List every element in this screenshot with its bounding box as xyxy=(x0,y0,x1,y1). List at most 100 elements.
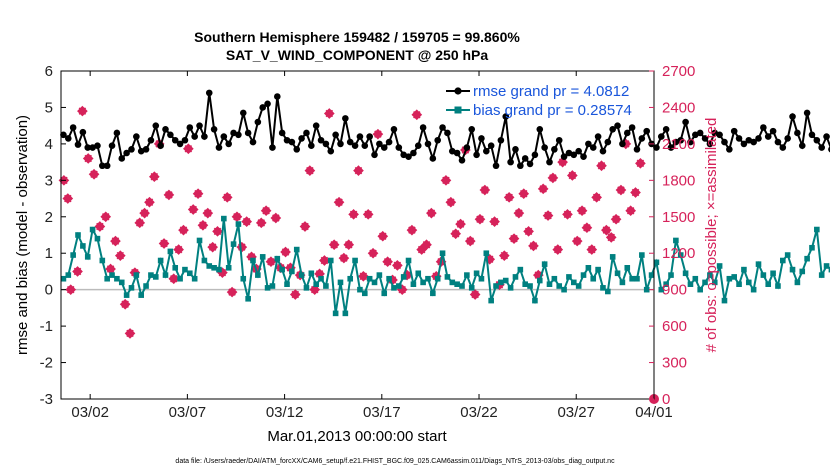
rmse-point xyxy=(779,144,787,151)
bias-point xyxy=(750,286,757,293)
obs-assimilated-marker xyxy=(348,209,359,220)
bias-point xyxy=(327,257,334,264)
obs-assimilated-marker xyxy=(343,239,355,251)
obs-assimilated-marker xyxy=(562,209,573,220)
plot-border xyxy=(60,70,655,400)
bias-point xyxy=(498,279,504,286)
x-tick-label: 03/07 xyxy=(169,404,207,421)
rmse-point xyxy=(176,140,184,148)
rmse-point xyxy=(133,133,140,140)
rmse-point xyxy=(235,131,242,139)
bias-point xyxy=(405,257,412,264)
y-tick-label: 2 xyxy=(45,209,53,226)
rmse-point xyxy=(191,133,198,140)
rmse-point xyxy=(769,127,777,135)
rmse-point xyxy=(735,135,743,142)
y-tick-label: -1 xyxy=(40,318,53,335)
rmse-point xyxy=(521,155,529,162)
legend-rmse-label: rmse grand pr = 4.0812 xyxy=(473,83,629,100)
rmse-point xyxy=(497,136,505,144)
chart-subtitle: SAT_V_WIND_COMPONENT @ 250 hPa xyxy=(226,47,489,63)
bias-point xyxy=(177,275,183,282)
bias-point xyxy=(332,310,339,317)
y-tick-label: 3 xyxy=(45,172,53,189)
bias-point xyxy=(259,254,266,260)
rmse-point xyxy=(657,133,665,140)
bias-point xyxy=(323,283,329,289)
obs-assimilated-marker xyxy=(411,109,423,121)
rmse-point xyxy=(288,138,296,146)
bias-point xyxy=(269,283,276,289)
rmse-point xyxy=(677,136,685,144)
rmse-point xyxy=(123,149,130,157)
obs-assimilated-marker xyxy=(77,105,88,117)
bias-point xyxy=(570,279,577,286)
bias-point xyxy=(318,275,324,282)
bias-point xyxy=(128,285,135,291)
rmse-point xyxy=(147,136,155,144)
rmse-point xyxy=(473,151,480,159)
rmse-point xyxy=(730,127,738,135)
bias-point xyxy=(148,272,154,278)
bias-point xyxy=(109,272,115,278)
rmse-point xyxy=(614,122,621,129)
rmse-point xyxy=(570,151,578,159)
rmse-point xyxy=(551,146,558,153)
bias-point xyxy=(425,275,431,282)
bias-point xyxy=(293,246,300,253)
rmse-point xyxy=(181,136,189,144)
y-right-tick-label: 2400 xyxy=(662,99,695,116)
rmse-point xyxy=(716,131,723,139)
rmse-point xyxy=(317,136,325,144)
y-right-tick-label: 1500 xyxy=(662,209,695,226)
bias-point xyxy=(211,265,217,271)
obs-assimilated-marker xyxy=(202,207,214,219)
rmse-point xyxy=(152,122,160,129)
obs-assimilated-marker xyxy=(469,289,481,300)
bias-point xyxy=(352,257,358,264)
rmse-point xyxy=(225,140,232,148)
y-axis-label: rmse and bias (model - observation) xyxy=(14,115,31,355)
bias-point xyxy=(80,243,86,249)
bias-point xyxy=(182,266,188,273)
rmse-point xyxy=(371,151,378,159)
bias-point xyxy=(303,285,310,291)
bias-point xyxy=(770,270,776,277)
bias-point xyxy=(784,252,791,258)
rmse-point xyxy=(492,162,500,170)
bias-point xyxy=(590,275,597,282)
bias-point xyxy=(430,290,436,297)
bias-point xyxy=(707,272,713,278)
obs-assimilated-marker xyxy=(226,286,238,298)
obs-assimilated-marker xyxy=(231,211,243,223)
legend-bias-label: bias grand pr = 0.28574 xyxy=(473,102,632,119)
obs-assimilated-marker xyxy=(528,240,539,252)
bias-point xyxy=(143,283,149,289)
y-tick-label: -2 xyxy=(40,355,53,372)
obs-assimilated-marker xyxy=(265,256,277,268)
obs-assimilated-marker xyxy=(601,224,612,236)
bias-point xyxy=(221,215,227,222)
y-right-tick-label: 900 xyxy=(662,282,687,299)
bias-point xyxy=(566,274,572,280)
bias-point xyxy=(512,274,519,280)
bias-point xyxy=(89,226,96,233)
obs-assimilated-marker xyxy=(513,207,525,219)
rmse-point xyxy=(546,158,553,166)
obs-assimilated-marker xyxy=(464,235,476,247)
rmse-point xyxy=(589,144,597,151)
rmse-point xyxy=(366,133,373,140)
bias-point xyxy=(809,244,815,251)
rmse-point xyxy=(468,126,476,133)
bias-point xyxy=(643,286,650,293)
bias-point xyxy=(415,270,422,277)
rmse-point xyxy=(667,144,675,151)
bias-point xyxy=(741,266,747,273)
obs-assimilated-marker xyxy=(358,270,369,282)
obs-assimilated-marker xyxy=(241,216,253,227)
rmse-point xyxy=(249,138,257,146)
rmse-point xyxy=(346,138,354,146)
rmse-point xyxy=(337,140,344,148)
obs-assimilated-marker xyxy=(168,273,180,285)
obs-assimilated-marker xyxy=(328,239,340,251)
